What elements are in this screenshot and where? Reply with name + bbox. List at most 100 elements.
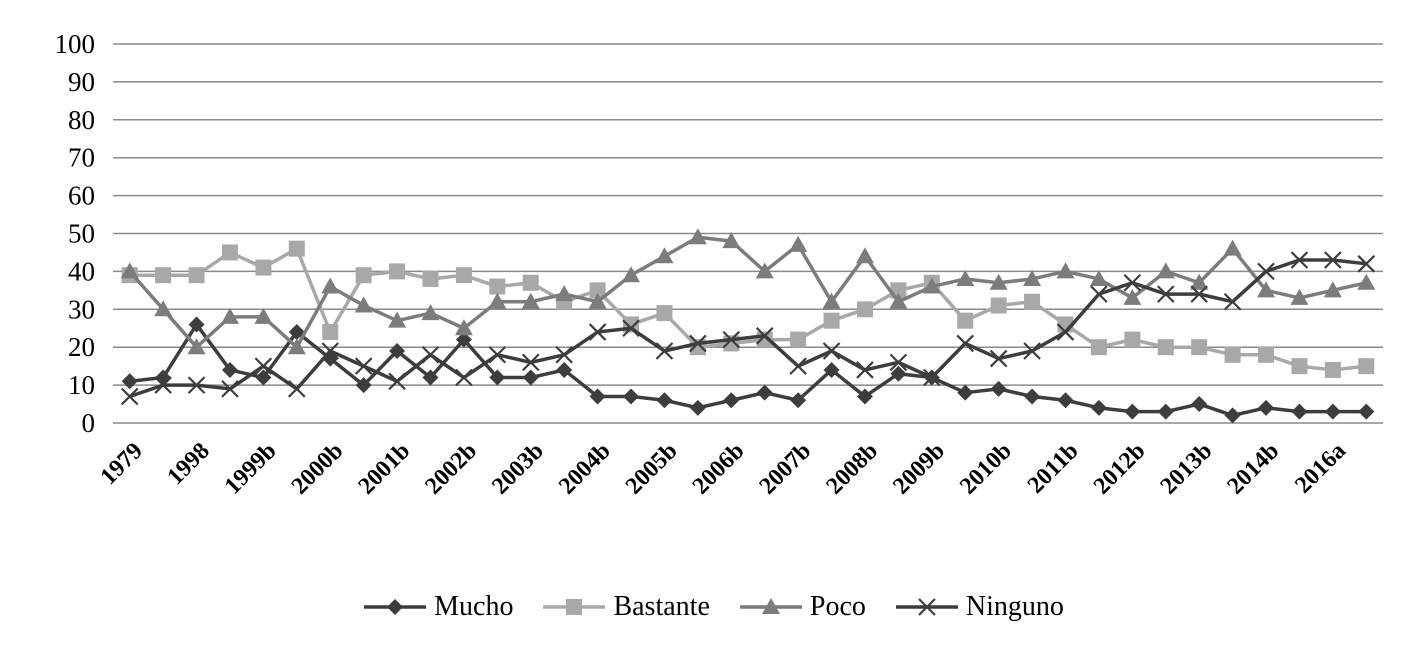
data-point-ninguno bbox=[288, 380, 306, 398]
series-bastante bbox=[121, 240, 1375, 378]
data-point-ninguno bbox=[1090, 285, 1108, 303]
data-point-poco bbox=[822, 292, 841, 309]
series-line-ninguno bbox=[129, 258, 1367, 399]
data-point-bastante bbox=[155, 267, 172, 284]
legend-label-mucho: Mucho bbox=[434, 591, 514, 622]
data-point-bastante bbox=[1024, 293, 1041, 310]
data-point-poco bbox=[956, 269, 975, 286]
x-tick-label: 2011b bbox=[1023, 438, 1084, 499]
data-point-mucho bbox=[756, 384, 773, 401]
data-point-poco bbox=[1323, 281, 1342, 298]
data-point-ninguno bbox=[187, 376, 206, 394]
x-tick-label: 2009b bbox=[888, 438, 950, 500]
data-point-mucho bbox=[355, 377, 372, 394]
data-point-bastante bbox=[1258, 346, 1275, 363]
data-point-poco bbox=[154, 300, 173, 317]
data-point-ninguno bbox=[1190, 285, 1208, 303]
data-point-mucho bbox=[1224, 407, 1241, 424]
data-point-mucho bbox=[489, 369, 506, 386]
series-ninguno bbox=[120, 251, 1376, 406]
series-mucho bbox=[121, 316, 1375, 424]
data-point-bastante bbox=[355, 267, 372, 284]
data-point-poco bbox=[287, 338, 306, 355]
legend-marker-poco bbox=[761, 598, 780, 614]
y-tick-label: 30 bbox=[68, 294, 95, 324]
data-point-mucho bbox=[890, 365, 907, 382]
legend-item-ninguno: Ninguno bbox=[894, 591, 1064, 623]
data-point-bastante bbox=[288, 240, 305, 257]
data-point-mucho bbox=[723, 392, 740, 409]
data-point-ninguno bbox=[923, 368, 941, 387]
series-lines bbox=[120, 228, 1376, 424]
data-point-ninguno bbox=[755, 327, 774, 345]
data-point-poco bbox=[388, 311, 407, 328]
data-point-bastante bbox=[1090, 339, 1107, 356]
data-point-poco bbox=[555, 285, 574, 302]
data-point-bastante bbox=[455, 267, 472, 284]
data-point-poco bbox=[521, 292, 540, 309]
data-point-ninguno bbox=[1357, 255, 1376, 273]
data-point-ninguno bbox=[421, 346, 440, 364]
data-point-poco bbox=[655, 247, 674, 264]
data-point-poco bbox=[1023, 269, 1042, 286]
data-point-mucho bbox=[188, 316, 205, 333]
x-tick-label: 2000b bbox=[287, 438, 349, 500]
gridlines bbox=[113, 43, 1383, 424]
data-point-ninguno bbox=[822, 342, 841, 360]
x-tick-label: 2007b bbox=[755, 438, 817, 500]
data-point-bastante bbox=[1358, 358, 1375, 375]
data-point-mucho bbox=[155, 369, 172, 386]
data-point-poco bbox=[321, 277, 340, 294]
x-tick-label: 2008b bbox=[821, 438, 883, 500]
data-point-mucho bbox=[589, 388, 606, 405]
data-point-poco bbox=[120, 262, 139, 279]
data-point-bastante bbox=[589, 282, 606, 299]
data-point-bastante bbox=[957, 312, 974, 329]
y-tick-label: 0 bbox=[82, 408, 96, 438]
data-point-poco bbox=[722, 232, 741, 249]
data-point-mucho bbox=[689, 399, 706, 416]
data-point-mucho bbox=[823, 361, 840, 378]
data-point-poco bbox=[922, 277, 941, 294]
data-point-bastante bbox=[790, 331, 807, 348]
legend-label-bastante: Bastante bbox=[613, 591, 710, 622]
x-tick-label: 2014b bbox=[1222, 438, 1284, 500]
data-point-ninguno bbox=[622, 319, 640, 338]
data-point-poco bbox=[789, 235, 808, 252]
x-axis-tick-labels: 1979 1998 1999b 2000b 2001b 2002b 2003b 2004b 20… bbox=[96, 438, 1351, 500]
data-point-ninguno bbox=[1223, 292, 1242, 311]
legend-label-ninguno: Ninguno bbox=[965, 591, 1064, 622]
data-point-mucho bbox=[1124, 403, 1141, 420]
x-tick-label: 2013b bbox=[1156, 438, 1218, 500]
legend-marker-bastante bbox=[566, 599, 583, 615]
data-point-bastante bbox=[522, 274, 539, 291]
data-point-mucho bbox=[1024, 388, 1041, 405]
data-point-poco bbox=[1190, 273, 1209, 290]
data-point-poco bbox=[855, 247, 874, 264]
data-point-mucho bbox=[556, 361, 573, 378]
data-point-mucho bbox=[121, 373, 138, 390]
legend-swatch-ninguno bbox=[895, 598, 958, 616]
data-point-bastante bbox=[489, 278, 506, 295]
data-point-ninguno bbox=[555, 346, 573, 364]
data-point-poco bbox=[1290, 288, 1309, 305]
legend-marker-mucho bbox=[387, 599, 404, 615]
data-point-poco bbox=[1089, 269, 1108, 286]
data-point-poco bbox=[1257, 281, 1276, 298]
data-point-poco bbox=[1156, 262, 1175, 279]
data-point-bastante bbox=[856, 301, 873, 318]
data-point-bastante bbox=[823, 312, 840, 329]
y-tick-label: 60 bbox=[68, 181, 95, 211]
y-tick-label: 80 bbox=[68, 105, 95, 135]
data-point-bastante bbox=[656, 305, 673, 322]
data-point-poco bbox=[889, 292, 908, 309]
data-point-poco bbox=[1056, 262, 1075, 279]
x-tick-label: 2002b bbox=[420, 438, 482, 500]
data-point-mucho bbox=[856, 388, 873, 405]
data-point-ninguno bbox=[254, 357, 273, 375]
data-point-poco bbox=[755, 262, 774, 279]
data-point-ninguno bbox=[1156, 285, 1175, 303]
legend-swatch-bastante bbox=[543, 599, 606, 615]
data-point-ninguno bbox=[722, 330, 741, 349]
x-tick-label: 2001b bbox=[354, 438, 416, 500]
